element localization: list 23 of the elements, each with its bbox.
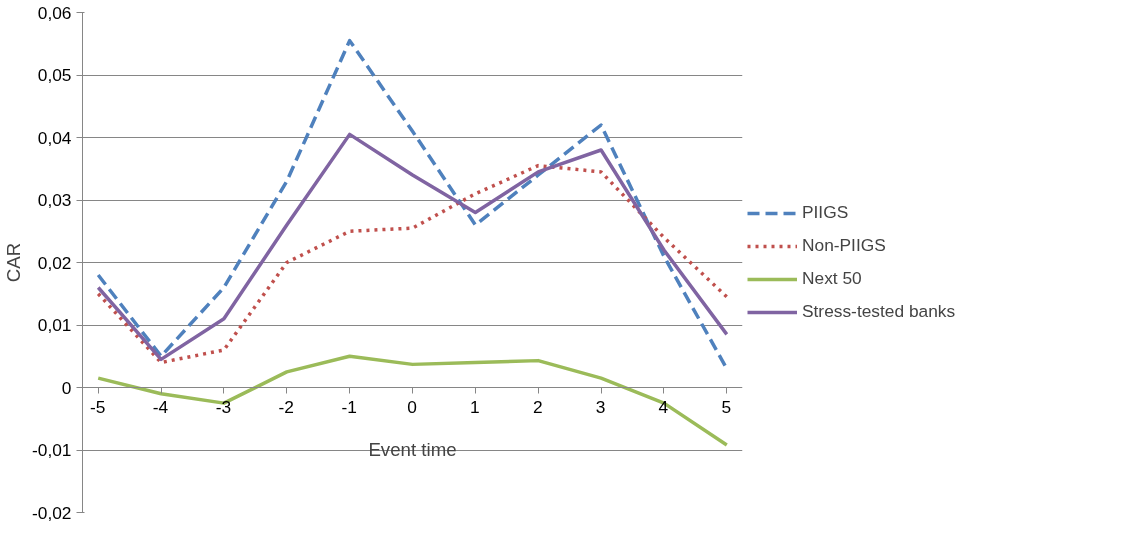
x-tick-label: 3 xyxy=(595,397,606,418)
y-tick-label: 0,05 xyxy=(37,65,72,85)
x-tick-label: 2 xyxy=(532,397,543,418)
x-tick-label: 5 xyxy=(721,397,732,418)
x-tick-label: -1 xyxy=(341,397,357,418)
y-tick-label: 0 xyxy=(61,377,72,398)
x-tick-label: -4 xyxy=(152,397,169,418)
legend-label: Non-PIIGS xyxy=(802,235,886,256)
legend-label: PIIGS xyxy=(802,202,849,223)
x-tick-label: 1 xyxy=(470,397,480,418)
x-tick-label: 0 xyxy=(407,397,417,418)
y-tick-label: -0,02 xyxy=(32,502,72,523)
y-tick-label: 0,02 xyxy=(37,252,72,273)
y-tick-label: -0,01 xyxy=(32,440,72,460)
legend-label: Stress-tested banks xyxy=(802,301,956,322)
x-tick-label: -5 xyxy=(89,397,106,418)
y-axis-title: CAR xyxy=(3,242,24,283)
x-tick-label: -2 xyxy=(278,397,294,418)
y-tick-label: 0,06 xyxy=(37,2,72,23)
legend-label: Next 50 xyxy=(802,268,862,289)
y-tick-label: 0,01 xyxy=(37,315,72,335)
y-tick-label: 0,03 xyxy=(37,190,72,210)
y-tick-label: 0,04 xyxy=(37,127,72,148)
